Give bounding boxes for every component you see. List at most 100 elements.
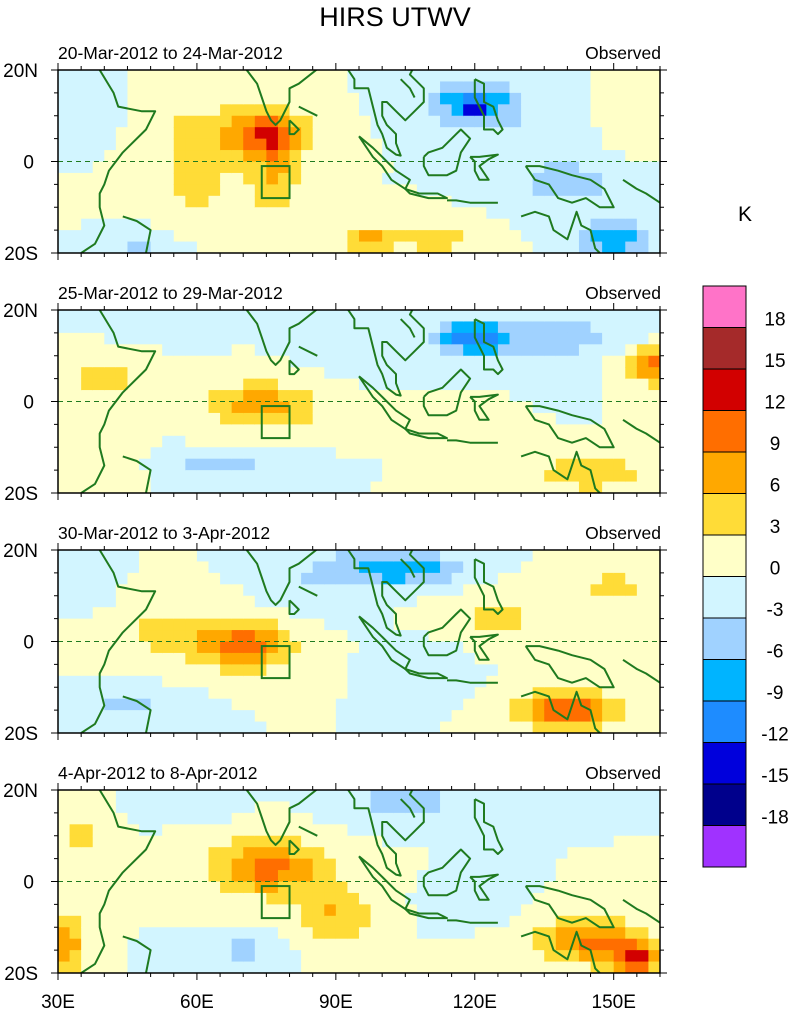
field-cell <box>231 561 244 574</box>
field-cell <box>127 184 140 197</box>
colorbar-tick-label: -3 <box>767 600 784 621</box>
field-cell <box>602 447 615 460</box>
field-cell <box>324 92 337 105</box>
field-cell <box>463 115 476 128</box>
field-cell <box>578 721 592 733</box>
field-cell <box>474 904 487 917</box>
field-cell <box>544 367 557 380</box>
field-cell <box>243 950 256 963</box>
field-cell <box>58 675 71 688</box>
field-cell <box>497 652 511 665</box>
field-cell <box>555 858 568 871</box>
field-cell <box>58 835 71 848</box>
field-cell <box>335 127 349 140</box>
field-cell <box>359 630 372 643</box>
field-cell <box>567 812 580 825</box>
y-tick-label: 20N <box>3 541 38 562</box>
field-cell <box>602 790 615 803</box>
field-cell <box>428 572 441 585</box>
field-cell <box>254 310 267 323</box>
field-cell <box>532 195 545 208</box>
field-cell <box>185 355 198 368</box>
x-tick-label: 90E <box>319 992 353 1013</box>
field-cell <box>231 161 244 174</box>
field-cell <box>277 390 291 403</box>
field-cell <box>104 687 117 700</box>
field-cell <box>578 950 592 963</box>
field-cell <box>428 207 441 220</box>
field-cell <box>440 81 453 94</box>
field-cell <box>440 447 453 460</box>
field-cell <box>69 630 82 643</box>
field-cell <box>185 70 198 83</box>
field-cell <box>474 310 487 323</box>
field-cell <box>127 961 140 973</box>
field-cell <box>648 390 660 403</box>
field-cell <box>359 424 372 437</box>
field-cell <box>382 892 395 905</box>
field-cell <box>590 161 603 174</box>
field-cell <box>69 881 82 894</box>
field-cell <box>359 927 372 940</box>
field-cell <box>208 710 221 723</box>
field-cell <box>115 241 129 253</box>
field-cell <box>370 652 383 665</box>
field-cell <box>150 390 163 403</box>
field-cell <box>613 550 626 563</box>
field-cell <box>58 938 71 951</box>
field-cell <box>625 584 638 597</box>
field-cell <box>625 710 638 723</box>
field-cell <box>266 904 279 917</box>
field-cell <box>104 664 117 677</box>
field-cell <box>486 447 499 460</box>
field-cell <box>150 230 163 243</box>
field-cell <box>208 138 221 151</box>
field-cell <box>602 618 615 631</box>
field-cell <box>347 630 360 643</box>
field-cell <box>196 332 210 345</box>
field-cell <box>497 698 511 711</box>
field-cell <box>127 138 140 151</box>
field-cell <box>405 961 418 973</box>
field-cell <box>463 618 476 631</box>
field-cell <box>393 458 406 471</box>
field-cell <box>266 310 279 323</box>
field-cell <box>208 870 221 883</box>
field-cell <box>127 641 140 654</box>
field-cell <box>185 938 198 951</box>
field-cell <box>405 710 418 723</box>
field-cell <box>544 195 557 208</box>
field-cell <box>81 618 94 631</box>
field-cell <box>347 218 360 231</box>
field-cell <box>254 470 267 483</box>
field-cell <box>463 412 476 425</box>
field-cell <box>301 161 314 174</box>
field-cell <box>440 104 453 117</box>
field-cell <box>347 595 360 608</box>
field-cell <box>393 81 406 94</box>
field-cell <box>335 104 349 117</box>
field-cell <box>266 584 279 597</box>
field-cell <box>173 561 186 574</box>
field-cell <box>578 470 592 483</box>
field-cell <box>486 470 499 483</box>
field-cell <box>150 858 163 871</box>
field-cell <box>220 458 233 471</box>
field-cell <box>162 641 175 654</box>
x-tick-label: 30E <box>41 992 75 1013</box>
field-cell <box>243 435 256 448</box>
field-cell <box>266 892 279 905</box>
field-cell <box>243 332 256 345</box>
field-cell <box>405 321 418 334</box>
field-cell <box>359 824 372 837</box>
field-cell <box>335 904 349 917</box>
field-cell <box>347 950 360 963</box>
field-cell <box>185 104 198 117</box>
field-cell <box>92 607 105 620</box>
field-cell <box>196 172 210 185</box>
field-cell <box>636 127 650 140</box>
field-cell <box>324 870 337 883</box>
field-cell <box>590 687 603 700</box>
field-cell <box>567 310 580 323</box>
field-cell <box>486 172 499 185</box>
